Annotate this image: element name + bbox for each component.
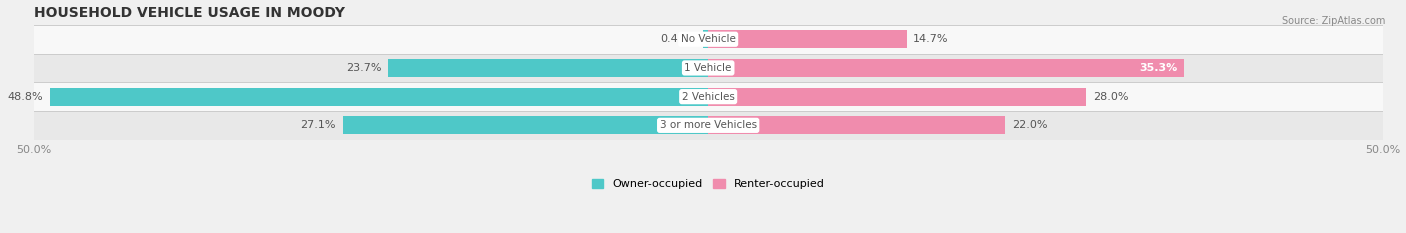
Bar [343,116,709,134]
Bar [34,54,1384,82]
Text: 3 or more Vehicles: 3 or more Vehicles [659,120,756,130]
Text: 2 Vehicles: 2 Vehicles [682,92,734,102]
Bar [49,88,709,106]
Text: 1 Vehicle: 1 Vehicle [685,63,733,73]
Bar [709,59,1184,77]
Text: 48.8%: 48.8% [7,92,44,102]
Text: No Vehicle: No Vehicle [681,34,735,44]
Bar [709,30,907,48]
Bar [34,25,1384,54]
Text: 0.41%: 0.41% [661,34,696,44]
Text: 28.0%: 28.0% [1092,92,1128,102]
Bar [34,111,1384,140]
Bar [709,88,1085,106]
Bar [388,59,709,77]
Text: 35.3%: 35.3% [1139,63,1178,73]
Text: 14.7%: 14.7% [914,34,949,44]
Bar [703,30,709,48]
Legend: Owner-occupied, Renter-occupied: Owner-occupied, Renter-occupied [588,175,828,194]
Text: HOUSEHOLD VEHICLE USAGE IN MOODY: HOUSEHOLD VEHICLE USAGE IN MOODY [34,6,344,20]
Text: 22.0%: 22.0% [1012,120,1047,130]
Text: Source: ZipAtlas.com: Source: ZipAtlas.com [1281,16,1385,26]
Text: 23.7%: 23.7% [346,63,381,73]
Text: 27.1%: 27.1% [301,120,336,130]
Bar [709,116,1005,134]
Bar [34,82,1384,111]
